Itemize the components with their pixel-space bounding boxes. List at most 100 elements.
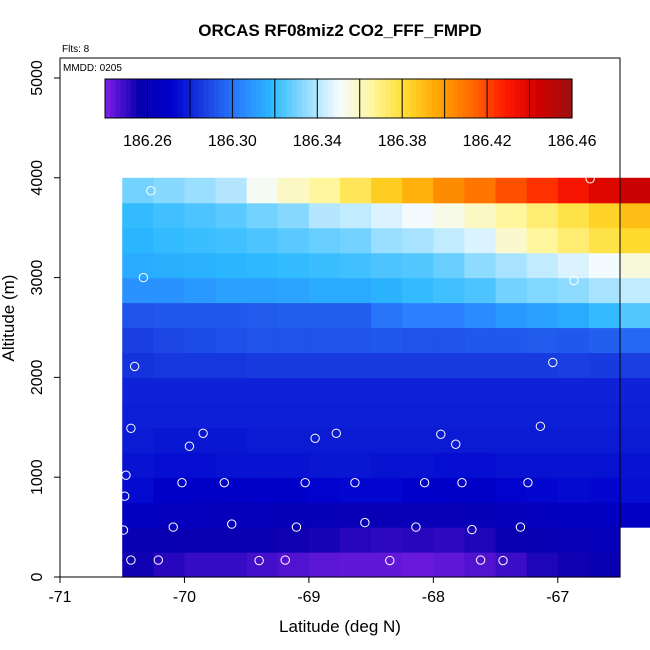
heatmap-cell	[246, 202, 279, 229]
heatmap-cell	[308, 452, 341, 478]
date-label: MMDD: 0205	[63, 63, 122, 74]
colorbar-swatch	[488, 79, 495, 118]
colorbar-swatch	[151, 79, 158, 118]
colorbar-swatch	[250, 79, 257, 118]
colorbar-swatch	[426, 79, 433, 118]
heatmap-cell	[184, 227, 217, 254]
heatmap-cell	[246, 452, 279, 478]
heatmap-cell	[464, 177, 497, 204]
heatmap-cell	[433, 227, 466, 254]
heatmap-cell	[122, 227, 154, 254]
colorbar-swatch	[120, 79, 127, 118]
sample-point	[360, 517, 370, 528]
plot-frame	[59, 57, 621, 578]
heatmap-cell	[277, 452, 310, 478]
colorbar-swatch	[400, 79, 407, 118]
colorbar-swatch	[172, 79, 179, 118]
colorbar-tick-label: 186.34	[293, 133, 342, 150]
colorbar-swatch	[125, 79, 132, 118]
heatmap-cell	[371, 527, 403, 553]
heatmap-cell	[371, 352, 403, 378]
sample-point	[126, 555, 136, 565]
heatmap-cell	[433, 452, 466, 478]
heatmap-cell	[620, 452, 650, 478]
colorbar-tick-label: 186.42	[463, 133, 512, 150]
heatmap-cell	[277, 277, 310, 304]
colorbar-swatch	[504, 79, 511, 118]
heatmap-cell	[277, 302, 310, 329]
heatmap-cell	[371, 477, 403, 503]
colorbar-swatch	[499, 79, 506, 118]
heatmap-cell	[526, 277, 559, 304]
heatmap-cell	[308, 202, 341, 229]
heatmap-cell	[620, 402, 650, 428]
colorbar-swatch	[219, 79, 225, 118]
heatmap-cell	[308, 402, 341, 428]
heatmap-cell	[215, 177, 248, 204]
heatmap-cell	[526, 427, 559, 453]
heatmap-cell	[433, 552, 466, 578]
heatmap-cell	[308, 227, 341, 254]
colorbar-swatch	[380, 79, 386, 118]
colorbar-swatch	[442, 79, 449, 118]
heatmap-cell	[588, 277, 621, 304]
heatmap-cell	[340, 502, 372, 528]
x-axis-label: Latitude (deg N)	[279, 617, 401, 636]
sample-point	[120, 491, 130, 501]
heatmap-cell	[464, 302, 497, 329]
heatmap-cell	[340, 377, 372, 403]
colorbar-swatch	[286, 79, 293, 118]
heatmap-cell	[433, 527, 466, 553]
heatmap-cell	[184, 277, 217, 304]
heatmap-cell	[153, 177, 186, 204]
heatmap-cell	[557, 202, 590, 229]
heatmap-cell	[215, 427, 248, 453]
sample-point	[535, 421, 546, 431]
heatmap-cell	[122, 252, 154, 279]
colorbar-swatch	[193, 79, 199, 118]
colorbar-swatch	[198, 79, 205, 118]
y-axis-label: Altitude (m)	[0, 275, 18, 362]
heatmap-cell	[371, 402, 403, 428]
colorbar-swatch	[540, 79, 547, 118]
colorbar-swatch	[390, 79, 397, 118]
heatmap-cell	[215, 302, 248, 329]
heatmap-cell	[526, 502, 559, 528]
heatmap-cell	[371, 327, 403, 354]
colorbar-swatch	[182, 79, 189, 118]
heatmap-cell	[588, 352, 621, 378]
heatmap-cell	[464, 277, 497, 304]
heatmap-cell	[464, 477, 497, 503]
sample-point	[475, 555, 486, 565]
sample-point	[548, 357, 558, 368]
heatmap-cell	[526, 352, 559, 378]
heatmap-cell	[215, 277, 248, 304]
heatmap-cell	[402, 527, 434, 553]
heatmap-cell	[122, 477, 154, 503]
sample-point	[146, 186, 156, 196]
sample-point	[419, 477, 430, 488]
heatmap-cell	[402, 352, 434, 378]
heatmap-cell	[246, 427, 279, 453]
heatmap-cell	[122, 277, 154, 304]
flight-sample-points	[118, 174, 595, 566]
heatmap-cell	[215, 252, 248, 279]
heatmap-cell	[308, 352, 341, 378]
heatmap-cell	[122, 352, 154, 378]
heatmap-cell	[464, 227, 497, 254]
heatmap-cell	[215, 502, 248, 528]
sample-point	[121, 470, 131, 480]
heatmap-cell	[557, 327, 590, 354]
heatmap-cell	[433, 202, 466, 229]
heatmap-cell	[340, 427, 372, 453]
heatmap-cell	[433, 477, 466, 503]
heatmap-cell	[526, 227, 559, 254]
colorbar-swatch	[468, 79, 475, 118]
y-tick-label: 5000	[29, 60, 46, 96]
heatmap-cell	[620, 227, 650, 254]
colorbar-swatch	[307, 79, 314, 118]
colorbar-swatch	[136, 79, 142, 118]
colorbar-swatch	[385, 79, 391, 118]
heatmap-cell	[402, 402, 434, 428]
colorbar-swatch	[177, 79, 184, 118]
